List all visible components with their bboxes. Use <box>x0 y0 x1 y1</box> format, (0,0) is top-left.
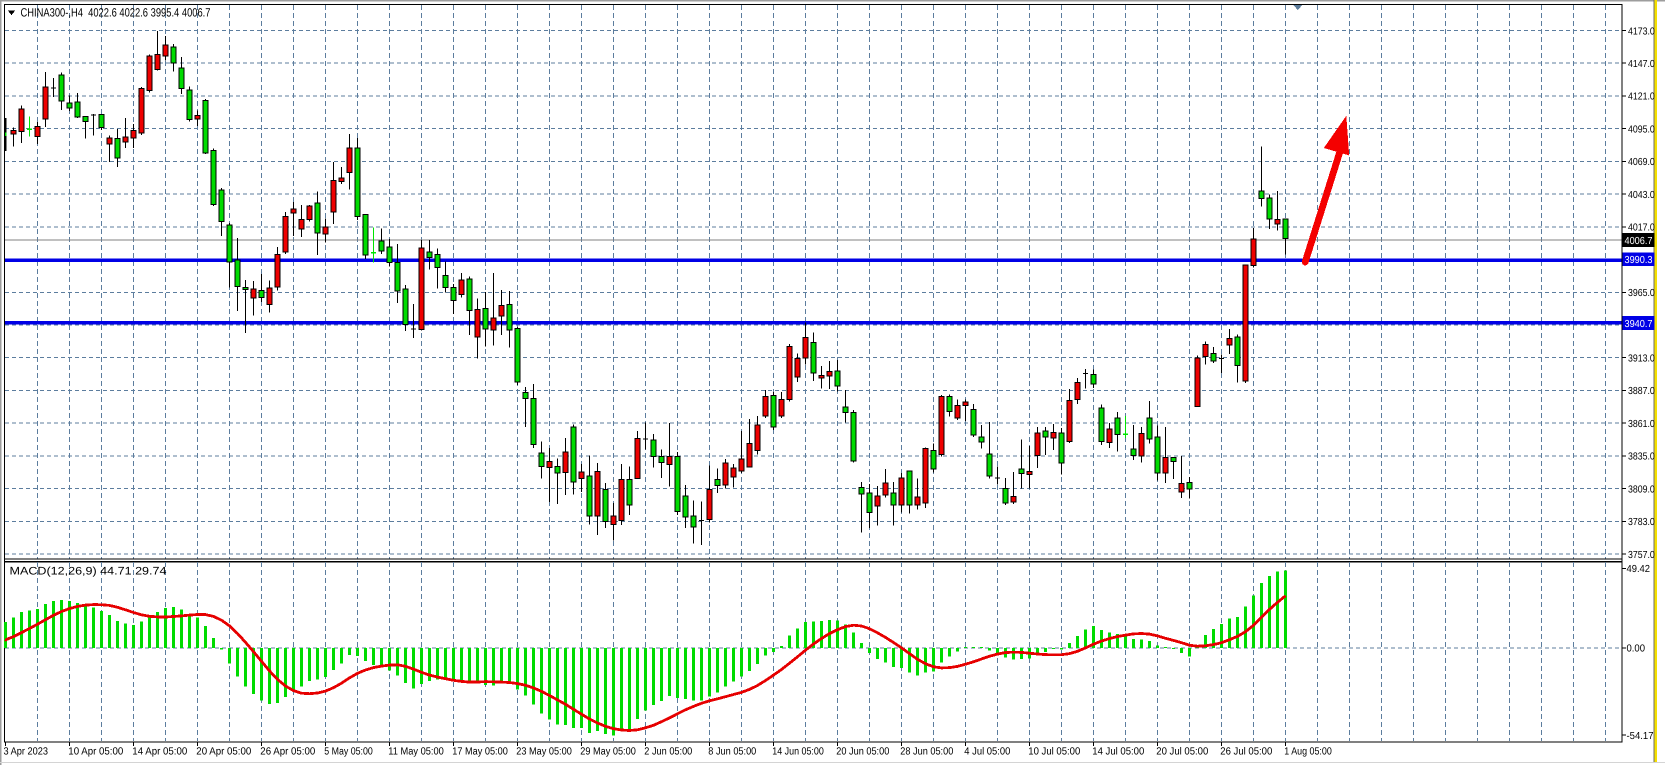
svg-text:29 May 05:00: 29 May 05:00 <box>580 746 636 757</box>
svg-text:4017.0: 4017.0 <box>1628 223 1655 234</box>
svg-text:4121.0: 4121.0 <box>1628 92 1655 103</box>
svg-text:1 Aug 05:00: 1 Aug 05:00 <box>1284 746 1332 757</box>
svg-text:4043.0: 4043.0 <box>1628 190 1655 201</box>
svg-text:MACD(12,26,9) 44.71 29.74: MACD(12,26,9) 44.71 29.74 <box>10 565 167 577</box>
svg-text:4173.0: 4173.0 <box>1628 26 1655 37</box>
svg-text:10 Apr 05:00: 10 Apr 05:00 <box>68 746 123 757</box>
svg-text:4006.7: 4006.7 <box>1625 236 1653 247</box>
svg-text:14 Jun 05:00: 14 Jun 05:00 <box>772 746 824 757</box>
svg-text:0.00: 0.00 <box>1627 644 1646 655</box>
svg-text:14 Apr 05:00: 14 Apr 05:00 <box>132 746 187 757</box>
svg-text:20 Jun 05:00: 20 Jun 05:00 <box>836 746 889 757</box>
svg-text:3861.0: 3861.0 <box>1628 419 1655 430</box>
svg-text:2 Jun 05:00: 2 Jun 05:00 <box>644 746 692 757</box>
svg-text:3757.0: 3757.0 <box>1628 550 1655 561</box>
svg-text:26 Apr 05:00: 26 Apr 05:00 <box>260 746 315 757</box>
svg-text:23 May 05:00: 23 May 05:00 <box>516 746 572 757</box>
svg-text:3990.3: 3990.3 <box>1625 255 1653 266</box>
svg-text:3887.0: 3887.0 <box>1628 386 1655 397</box>
svg-text:11 May 05:00: 11 May 05:00 <box>388 746 444 757</box>
svg-text:4069.0: 4069.0 <box>1628 157 1655 168</box>
svg-text:14 Jul 05:00: 14 Jul 05:00 <box>1092 746 1144 757</box>
svg-text:CHINA300-,H4 4022.6 4022.6 39: CHINA300-,H4 4022.6 4022.6 3995.4 4006.7 <box>21 6 211 20</box>
svg-text:3 Apr 2023: 3 Apr 2023 <box>4 746 49 757</box>
svg-text:3783.0: 3783.0 <box>1628 517 1655 528</box>
svg-text:17 May 05:00: 17 May 05:00 <box>452 746 508 757</box>
svg-text:4095.0: 4095.0 <box>1628 125 1655 136</box>
svg-text:3965.0: 3965.0 <box>1628 288 1655 299</box>
svg-text:3940.7: 3940.7 <box>1625 319 1653 330</box>
svg-text:20 Apr 05:00: 20 Apr 05:00 <box>196 746 251 757</box>
svg-text:3835.0: 3835.0 <box>1628 452 1655 463</box>
svg-text:8 Jun 05:00: 8 Jun 05:00 <box>708 746 756 757</box>
svg-text:-54.17: -54.17 <box>1627 731 1654 742</box>
svg-text:5 May 05:00: 5 May 05:00 <box>324 746 373 757</box>
svg-text:49.42: 49.42 <box>1627 564 1651 575</box>
svg-text:4147.0: 4147.0 <box>1628 59 1655 70</box>
svg-text:28 Jun 05:00: 28 Jun 05:00 <box>900 746 953 757</box>
svg-text:3913.0: 3913.0 <box>1628 354 1655 365</box>
svg-text:3809.0: 3809.0 <box>1628 484 1655 495</box>
svg-text:26 Jul 05:00: 26 Jul 05:00 <box>1220 746 1272 757</box>
svg-text:10 Jul 05:00: 10 Jul 05:00 <box>1028 746 1080 757</box>
svg-text:20 Jul 05:00: 20 Jul 05:00 <box>1156 746 1208 757</box>
svg-text:4 Jul 05:00: 4 Jul 05:00 <box>964 746 1010 757</box>
